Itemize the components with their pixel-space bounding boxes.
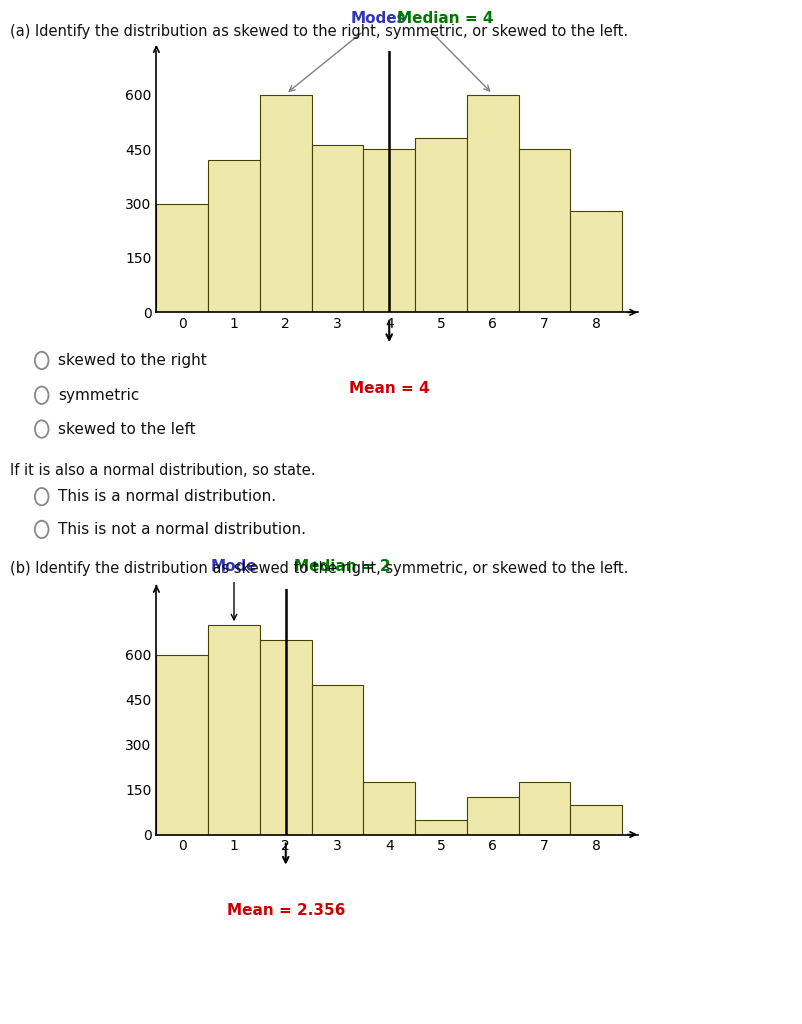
Bar bbox=[312, 685, 363, 835]
Text: Modes: Modes bbox=[351, 11, 407, 26]
Bar bbox=[260, 640, 312, 835]
Text: Mean = 4: Mean = 4 bbox=[349, 381, 430, 396]
Bar bbox=[415, 138, 467, 312]
Text: This is a normal distribution.: This is a normal distribution. bbox=[58, 489, 276, 504]
Bar bbox=[519, 782, 570, 835]
Bar bbox=[363, 782, 415, 835]
Text: If it is also a normal distribution, so state.: If it is also a normal distribution, so … bbox=[10, 463, 315, 478]
Text: skewed to the right: skewed to the right bbox=[58, 353, 206, 368]
Bar bbox=[467, 95, 519, 312]
Bar bbox=[209, 625, 260, 835]
Text: skewed to the left: skewed to the left bbox=[58, 422, 196, 436]
Text: This is not a normal distribution.: This is not a normal distribution. bbox=[58, 522, 306, 537]
Bar bbox=[156, 204, 209, 312]
Text: (b) Identify the distribution as skewed to the right, symmetric, or skewed to th: (b) Identify the distribution as skewed … bbox=[10, 561, 628, 577]
Bar bbox=[363, 150, 415, 312]
Bar bbox=[519, 150, 570, 312]
Text: Median = 4: Median = 4 bbox=[397, 11, 493, 26]
Bar bbox=[467, 797, 519, 835]
Bar bbox=[156, 654, 209, 835]
Bar bbox=[209, 160, 260, 312]
Text: symmetric: symmetric bbox=[58, 388, 139, 402]
Text: (a) Identify the distribution as skewed to the right, symmetric, or skewed to th: (a) Identify the distribution as skewed … bbox=[10, 24, 628, 39]
Bar bbox=[312, 145, 363, 312]
Bar bbox=[570, 211, 622, 312]
Text: Median = 2: Median = 2 bbox=[294, 559, 390, 574]
Bar bbox=[260, 95, 312, 312]
Bar bbox=[570, 805, 622, 835]
Bar bbox=[415, 819, 467, 835]
Text: Mean = 2.356: Mean = 2.356 bbox=[226, 903, 345, 919]
Text: Mode: Mode bbox=[211, 559, 257, 573]
